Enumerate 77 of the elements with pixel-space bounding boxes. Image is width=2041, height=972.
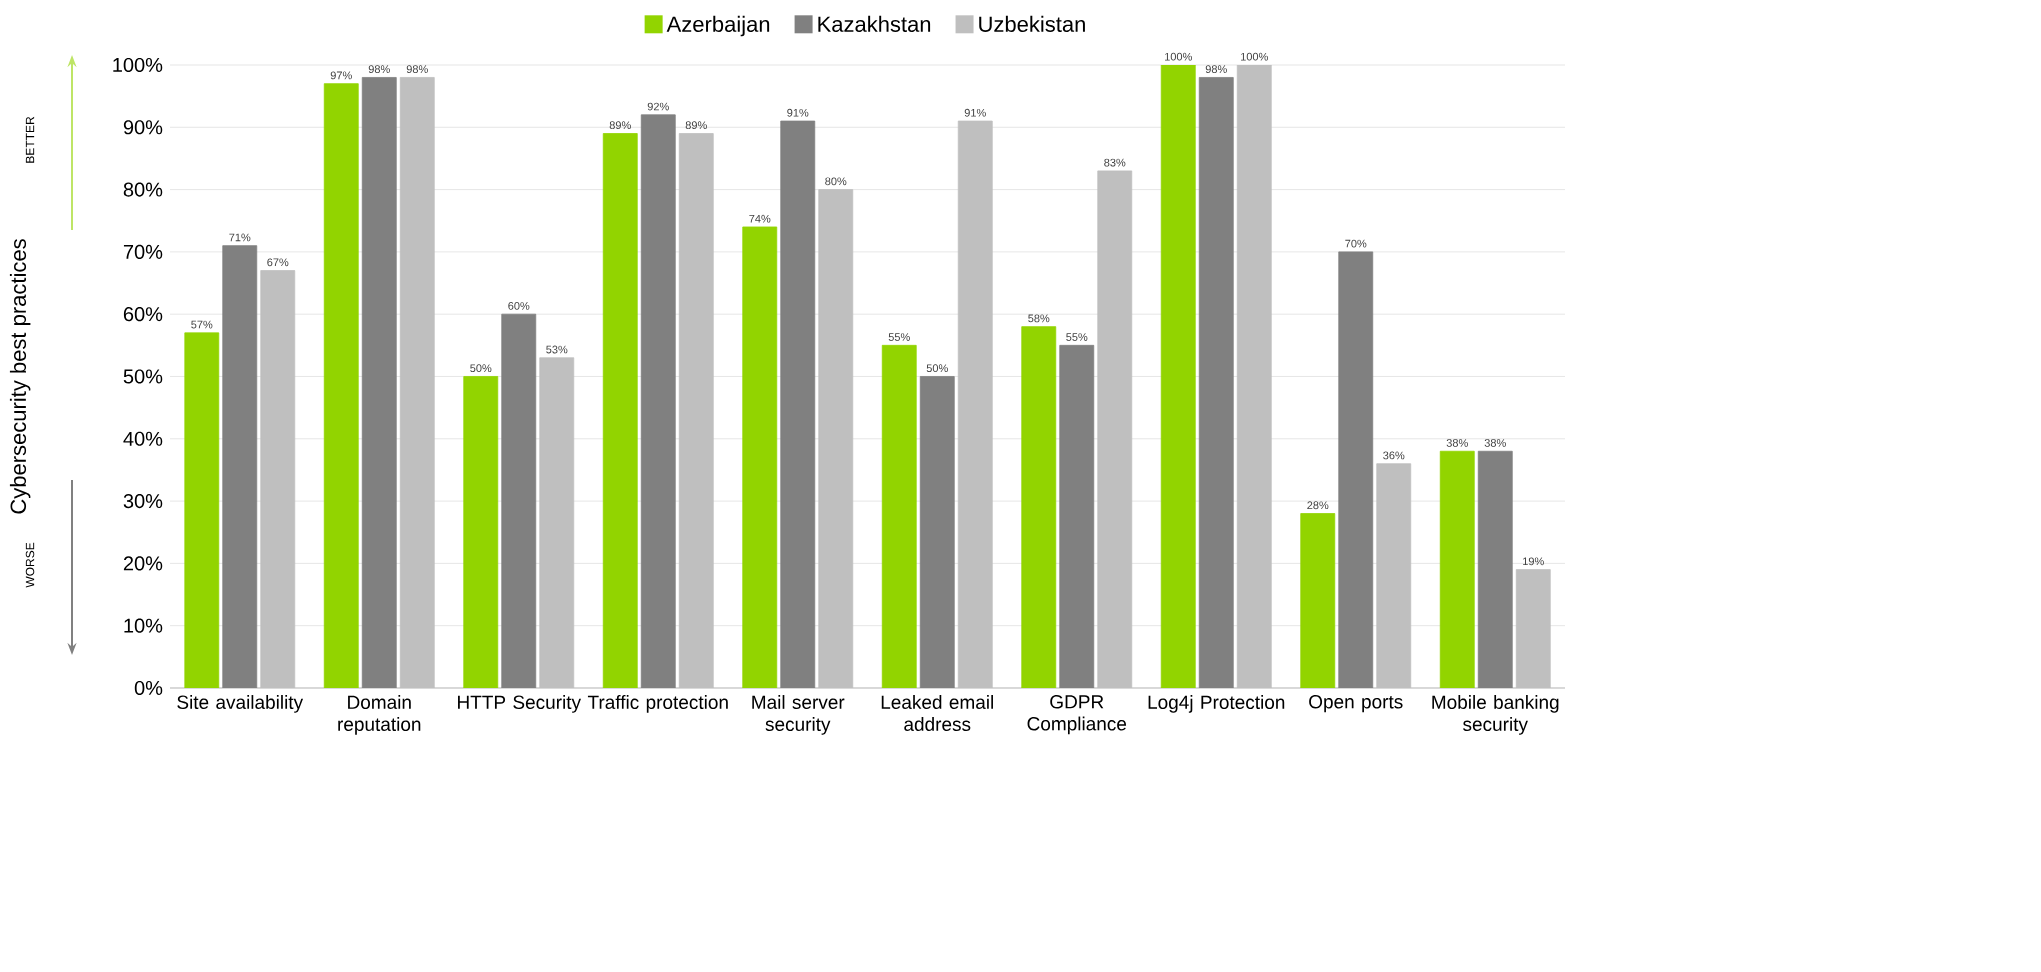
data-label: 100% (1241, 52, 1268, 61)
legend-label: Azerbaijan (666, 15, 770, 37)
data-label: 28% (1307, 501, 1329, 510)
y-tick-label: 30% (123, 494, 163, 509)
y-tick-label: 80% (123, 182, 163, 197)
data-label: 71% (229, 233, 251, 242)
data-label: 83% (1104, 158, 1126, 167)
bar (1097, 170, 1133, 688)
data-label: 58% (1028, 314, 1050, 323)
data-label: 36% (1383, 451, 1405, 460)
bar (260, 270, 296, 688)
legend-label: Kazakhstan (818, 15, 931, 32)
bar (818, 189, 854, 688)
text: WORSE (25, 542, 35, 588)
data-label: 70% (1345, 239, 1367, 248)
x-tick-label: GDPR Compliance (1027, 695, 1127, 735)
y-tick-label: 100% (113, 57, 163, 73)
x-tick-label: Log4j Protection (1148, 695, 1285, 713)
bar (678, 133, 714, 688)
y-tick-label: 50% (123, 369, 163, 384)
y-tick-label: 40% (123, 431, 163, 446)
bar (1477, 450, 1513, 688)
data-label: 89% (609, 121, 631, 130)
x-tick-label: HTTP Security (458, 695, 581, 713)
y-tick-label: 0% (134, 680, 163, 696)
bar (222, 245, 258, 688)
x-tick-label: Mobile banking security (1432, 695, 1559, 735)
data-label: 92% (647, 102, 669, 111)
data-label: 80% (825, 177, 847, 186)
data-label: 67% (267, 258, 289, 267)
data-label: 57% (191, 320, 213, 329)
y-axis-title: Cybersecurity best practices (9, 239, 31, 514)
x-tick-label: Domain reputation (338, 695, 421, 735)
data-label: 38% (1446, 439, 1468, 447)
data-label: 98% (368, 65, 390, 74)
bar (1236, 64, 1272, 688)
legend-label: Uzbekistan (979, 15, 1085, 32)
y-tick-label: 60% (123, 307, 163, 322)
data-label: 89% (685, 121, 707, 130)
data-label: 38% (1484, 439, 1506, 447)
bar (1376, 463, 1412, 688)
data-label: 98% (1205, 65, 1227, 74)
bar (957, 120, 993, 688)
x-tick-label: Traffic protection (587, 695, 728, 713)
x-tick-label: Open ports (1309, 695, 1403, 713)
data-label: 50% (926, 364, 948, 373)
bar (399, 77, 435, 688)
x-tick-label: Leaked email address (881, 695, 993, 732)
text: BETTER (25, 116, 35, 163)
bar (780, 120, 816, 688)
data-label: 60% (508, 301, 530, 310)
data-label: 19% (1523, 557, 1544, 566)
data-label: 74% (749, 214, 771, 223)
data-label: 55% (888, 333, 910, 341)
bar (501, 313, 537, 688)
data-label: 100% (1165, 52, 1192, 61)
data-label: 53% (546, 345, 568, 354)
y-tick-label: 20% (123, 556, 163, 571)
bar (361, 77, 397, 688)
y-tick-label: 70% (123, 244, 163, 259)
bar (1198, 77, 1234, 688)
bar (640, 114, 676, 688)
bar (1515, 569, 1551, 688)
y-tick-label: 10% (124, 618, 163, 633)
bar (919, 376, 955, 688)
x-tick-label: Site availability (177, 695, 304, 713)
bar (1338, 251, 1374, 688)
bar (1059, 344, 1095, 688)
y-tick-label: 90% (123, 120, 163, 135)
data-label: 91% (964, 108, 986, 117)
data-label: 55% (1066, 333, 1088, 341)
data-label: 91% (787, 108, 809, 117)
x-tick-label: Mail server security (752, 695, 845, 735)
data-label: 98% (406, 65, 428, 74)
data-label: 50% (470, 364, 492, 373)
bar (539, 357, 575, 688)
data-label: 97% (330, 71, 352, 80)
